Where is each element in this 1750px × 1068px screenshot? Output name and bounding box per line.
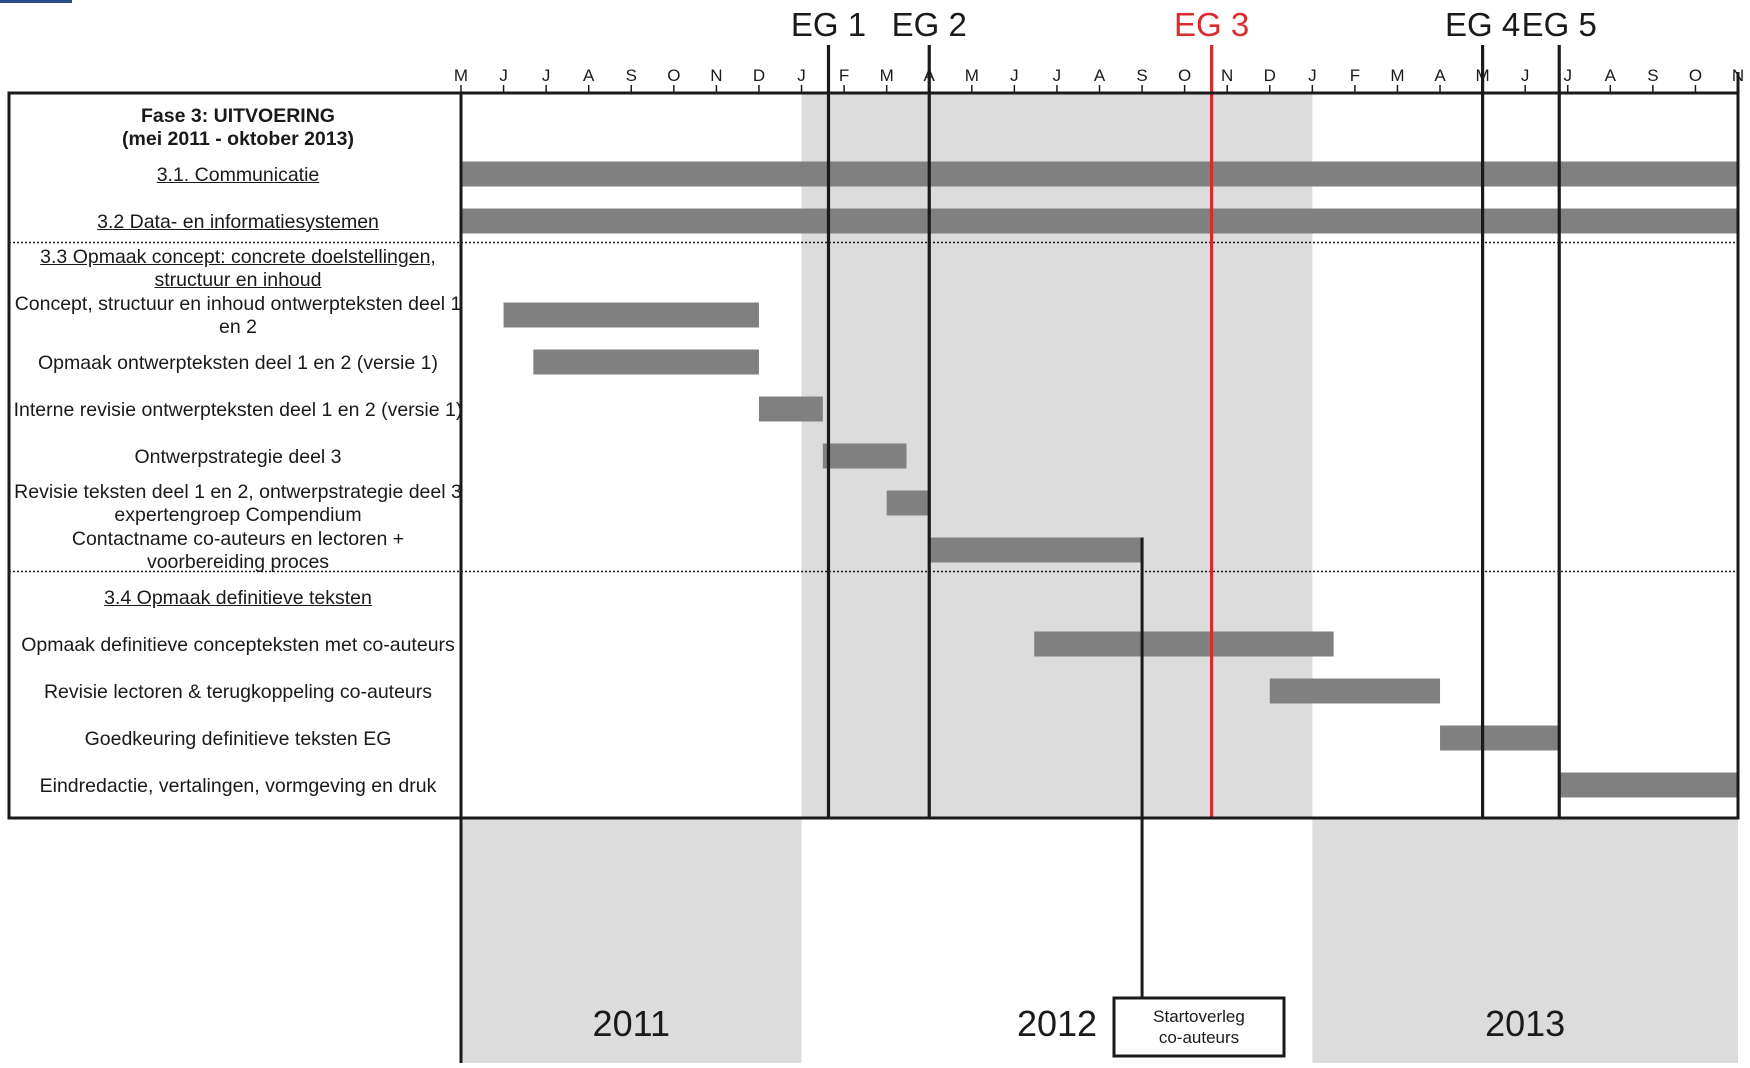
task-label: Goedkeuring definitieve teksten EG (84, 727, 392, 750)
month-tick-label: J (542, 66, 551, 85)
month-tick-label: N (710, 66, 722, 85)
phase-label: Fase 3: UITVOERING (mei 2011 - oktober 2… (122, 105, 354, 150)
task-label: Opmaak definitieve concepteksten met co-… (21, 633, 455, 656)
month-tick-label: F (1350, 66, 1360, 85)
bar-row-7 (822, 443, 907, 469)
month-tick-label: O (1178, 66, 1191, 85)
milestone-label-eg2: EG 2 (892, 6, 967, 43)
month-tick-label: J (1521, 66, 1530, 85)
task-label: Interne revisie ontwerpteksten deel 1 en… (13, 398, 463, 421)
bar-row-2 (461, 208, 1738, 234)
month-tick-label: N (1221, 66, 1233, 85)
section-label: 3.4 Opmaak definitieve teksten (104, 586, 372, 609)
milestone-label-eg1: EG 1 (791, 6, 866, 43)
month-tick-label: J (1563, 66, 1572, 85)
month-tick-label: J (1308, 66, 1317, 85)
annotation-text: Startoverleg (1153, 1007, 1245, 1026)
year-label-2013: 2013 (1485, 1003, 1565, 1044)
month-tick-label: M (1390, 66, 1404, 85)
bar-row-6 (758, 396, 823, 422)
month-tick-label: A (1605, 66, 1617, 85)
bar-row-9 (929, 537, 1143, 563)
milestone-label-eg5: EG 5 (1522, 6, 1597, 43)
section-label: 3.2 Data- en informatiesystemen (97, 210, 379, 233)
year-band-2011 (461, 818, 802, 1063)
milestone-label-eg3: EG 3 (1174, 6, 1249, 43)
task-label: Revisie lectoren & terugkoppeling co-aut… (43, 680, 433, 703)
month-tick-label: A (583, 66, 595, 85)
month-tick-label: A (1434, 66, 1446, 85)
month-tick-label: A (1094, 66, 1106, 85)
month-tick-label: J (1010, 66, 1019, 85)
month-tick-label: O (1689, 66, 1702, 85)
month-tick-label: J (797, 66, 806, 85)
bar-row-5 (533, 349, 759, 375)
bar-row-14 (1559, 772, 1738, 798)
section-label: 3.3 Opmaak concept: concrete doelstellin… (40, 246, 436, 291)
bar-row-11 (1034, 631, 1334, 657)
bar-row-13 (1440, 725, 1560, 751)
month-tick-label: J (499, 66, 508, 85)
task-label: Eindredactie, vertalingen, vormgeving en… (39, 774, 437, 797)
month-tick-label: M (454, 66, 468, 85)
corner-mark (0, 0, 72, 3)
task-label: Opmaak ontwerpteksten deel 1 en 2 (versi… (38, 351, 438, 374)
bar-row-1 (461, 161, 1738, 187)
year-label-2012: 2012 (1017, 1003, 1097, 1044)
task-label: Concept, structuur en inhoud ontwerpteks… (14, 293, 462, 338)
month-tick-label: S (1647, 66, 1658, 85)
month-tick-label: M (965, 66, 979, 85)
milestone-label-eg4: EG 4 (1445, 6, 1520, 43)
month-tick-label: O (667, 66, 680, 85)
task-label: Ontwerpstrategie deel 3 (134, 445, 342, 468)
month-tick-label: D (753, 66, 765, 85)
month-tick-label: F (839, 66, 849, 85)
bar-row-4 (503, 302, 759, 328)
bar-row-12 (1269, 678, 1441, 704)
month-tick-label: S (626, 66, 637, 85)
month-tick-label: J (1053, 66, 1062, 85)
task-label: Revisie teksten deel 1 en 2, ontwerpstra… (14, 481, 462, 526)
annotation-box (1112, 996, 1286, 1058)
year-band-2013 (1312, 818, 1738, 1063)
bar-row-8 (886, 490, 930, 516)
month-tick-label: S (1136, 66, 1147, 85)
section-label: 3.1. Communicatie (156, 163, 320, 186)
task-label: Contactname co-auteurs en lectoren + voo… (71, 528, 405, 573)
month-tick-label: D (1264, 66, 1276, 85)
month-tick-label: M (880, 66, 894, 85)
year-label-2011: 2011 (593, 1003, 670, 1044)
annotation-text: co-auteurs (1159, 1028, 1239, 1047)
